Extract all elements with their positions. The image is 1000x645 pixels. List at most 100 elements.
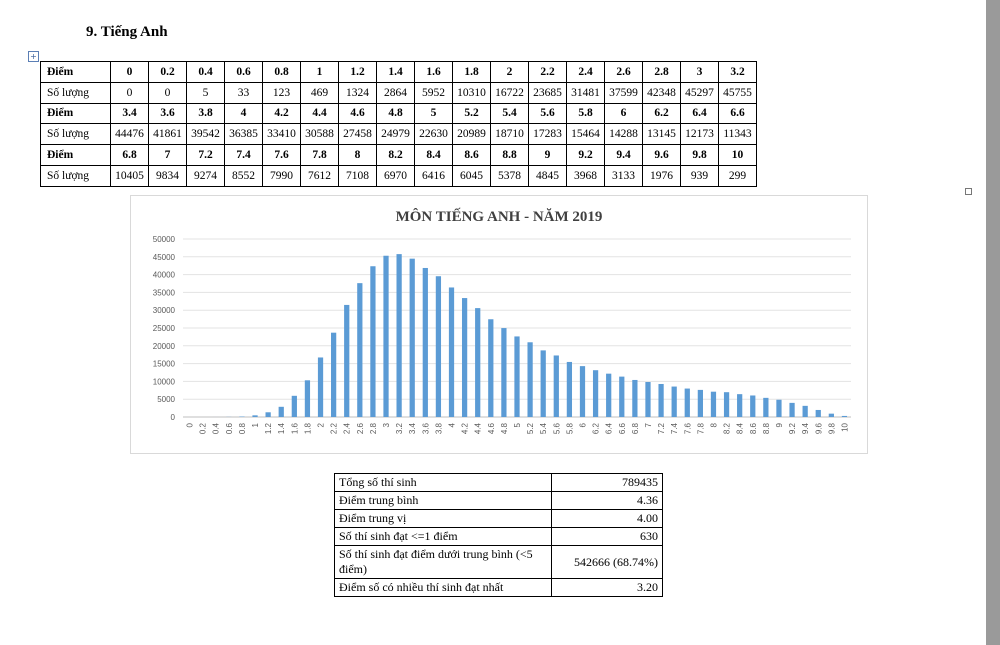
x-tick-label: 9.2 (788, 422, 797, 434)
summary-label: Điểm số có nhiều thí sinh đạt nhất (334, 578, 552, 597)
score-cell: 7.6 (262, 144, 301, 166)
histogram-bar (579, 366, 586, 417)
histogram-bar (606, 373, 612, 417)
x-tick-label: 2.4 (343, 422, 352, 434)
x-tick-label: 9.8 (827, 422, 836, 434)
histogram-bar (409, 258, 415, 417)
score-cell: 2.8 (642, 61, 681, 83)
x-tick-label: 3 (382, 422, 391, 427)
x-tick-label: 3.6 (421, 422, 430, 434)
x-tick-label: 0.4 (212, 422, 221, 434)
histogram-bar (750, 395, 756, 417)
count-cell: 23685 (528, 81, 567, 104)
histogram-bar (737, 394, 743, 417)
score-cell: 1.2 (338, 61, 377, 83)
summary-value: 3.20 (551, 578, 663, 597)
count-cell: 7612 (300, 164, 339, 187)
count-cell: 5378 (490, 164, 529, 187)
score-cell: 6.2 (642, 102, 681, 125)
summary-label: Điểm trung bình (334, 491, 552, 510)
histogram-bar (671, 386, 677, 417)
x-tick-label: 1 (251, 422, 260, 427)
chart-title: MÔN TIẾNG ANH - NĂM 2019 (396, 208, 603, 225)
points-row: Điểm 3.4 3.6 3.8 4 4.2 4.4 4.6 4.8 5 5.2 5.4 5.6 5.8 6… (40, 102, 757, 125)
score-cell: 8.2 (376, 144, 415, 166)
summary-value: 4.36 (551, 491, 663, 510)
summary-value: 630 (551, 527, 663, 546)
count-cell: 31481 (566, 81, 605, 104)
score-cell: 8 (338, 144, 377, 166)
summary-label: Tổng số thí sinh (334, 473, 552, 492)
summary-value: 4.00 (551, 509, 663, 528)
score-cell: 0 (110, 61, 149, 83)
count-cell: 20989 (452, 123, 491, 146)
histogram-bar (553, 355, 559, 417)
y-tick-label: 20000 (153, 342, 176, 351)
count-cell: 15464 (566, 123, 605, 146)
count-cell: 33410 (262, 123, 301, 146)
table-resize-handle[interactable] (965, 188, 972, 195)
summary-row: Số thí sinh đạt <=1 điểm 630 (334, 527, 663, 546)
count-cell: 2864 (376, 81, 415, 104)
count-cell: 5952 (414, 81, 453, 104)
x-tick-label: 2.6 (356, 422, 365, 434)
row-header: Điểm (40, 144, 111, 166)
x-tick-label: 7.4 (670, 422, 679, 434)
summary-row: Tổng số thí sinh 789435 (334, 473, 663, 492)
x-tick-label: 2.8 (369, 422, 378, 434)
score-cell: 9.4 (604, 144, 643, 166)
histogram-bar (828, 413, 834, 417)
y-tick-label: 50000 (153, 235, 176, 244)
count-cell: 469 (300, 81, 339, 104)
score-cell: 7.8 (300, 144, 339, 166)
count-cell: 45755 (718, 81, 757, 104)
count-cell: 3133 (604, 164, 643, 187)
count-cell: 6045 (452, 164, 491, 187)
summary-row: Điểm số có nhiều thí sinh đạt nhất 3.20 (334, 578, 663, 597)
x-tick-label: 4.6 (487, 422, 496, 434)
x-tick-label: 7.8 (696, 422, 705, 434)
score-cell: 6.6 (718, 102, 757, 125)
count-cell: 30588 (300, 123, 339, 146)
x-tick-label: 10 (840, 422, 849, 431)
x-tick-label: 1.4 (277, 422, 286, 434)
x-tick-label: 2 (317, 422, 326, 427)
count-cell: 6970 (376, 164, 415, 187)
summary-row: Số thí sinh đạt điểm dưới trung bình (<5… (334, 545, 663, 579)
histogram-bar (776, 399, 782, 417)
x-tick-label: 4.4 (474, 422, 483, 434)
histogram-bar (658, 383, 664, 417)
score-cell: 2.4 (566, 61, 605, 83)
histogram-bar (252, 415, 258, 417)
histogram-bar (632, 379, 638, 417)
score-cell: 4.4 (300, 102, 339, 125)
y-tick-label: 10000 (153, 377, 176, 386)
y-tick-label: 0 (171, 413, 176, 422)
score-cell: 2 (490, 61, 529, 83)
score-cell: 9.2 (566, 144, 605, 166)
count-cell: 12173 (680, 123, 719, 146)
x-tick-label: 6.2 (592, 422, 601, 434)
y-tick-label: 35000 (153, 288, 176, 297)
histogram-bar (475, 308, 481, 417)
x-tick-label: 1.8 (303, 422, 312, 434)
score-cell: 7 (148, 144, 187, 166)
x-tick-label: 5.6 (552, 422, 561, 434)
histogram-bar (331, 332, 337, 417)
x-tick-label: 7.2 (657, 422, 666, 434)
table-move-handle-icon[interactable]: + (28, 51, 39, 62)
row-header: Điểm (40, 102, 111, 125)
score-table: Điểm 0 0.2 0.4 0.6 0.8 1 1.2 1.4 1.6 1.8 2 2.2 2.4 2.6… (40, 61, 757, 187)
summary-table: Tổng số thí sinh 789435 Điểm trung bình 4.3… (334, 473, 663, 597)
row-header: Số lượng (40, 164, 111, 187)
x-tick-label: 6.4 (605, 422, 614, 434)
score-cell: 1.6 (414, 61, 453, 83)
x-tick-label: 3.2 (395, 422, 404, 434)
x-tick-label: 1.6 (290, 422, 299, 434)
count-cell: 8552 (224, 164, 263, 187)
score-cell: 1.4 (376, 61, 415, 83)
summary-label: Điểm trung vị (334, 509, 552, 528)
histogram-bar (514, 336, 520, 417)
score-cell: 10 (718, 144, 757, 166)
count-cell: 4845 (528, 164, 567, 187)
